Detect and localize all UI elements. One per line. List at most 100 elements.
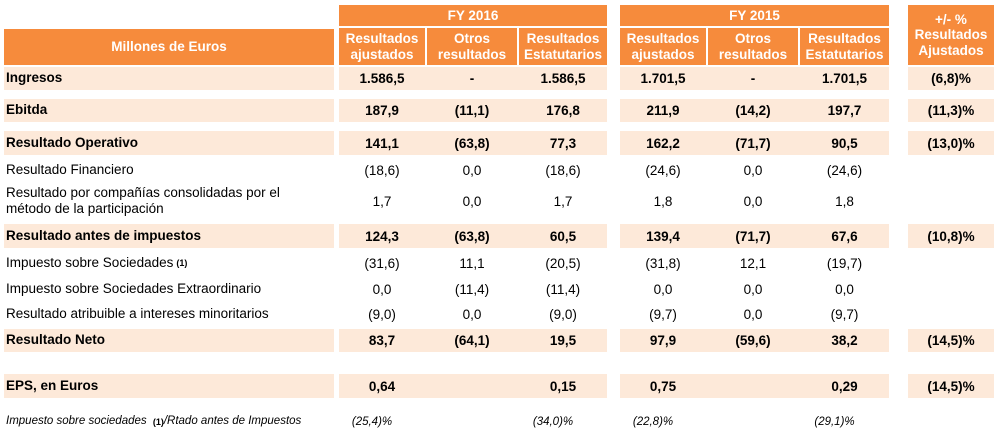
row-label: EPS, en Euros [6,377,99,393]
row-value: (9,7) [830,306,859,322]
row-value: (9,7) [649,306,677,322]
footnote-value: (34,0)% [532,416,574,428]
row-band [4,224,334,248]
row-band [620,329,889,352]
row-value: 0,0 [743,306,763,322]
row-band [4,329,334,352]
row-band [339,131,607,155]
row-value: 124,3 [365,228,399,244]
footnote-label: Impuesto sobre sociedades (1)/Rtado ante… [6,415,302,428]
row-value: (71,7) [735,135,771,151]
row-band [339,374,607,398]
fy2015-col-otros: Otros resultados [708,27,798,65]
row-band [620,374,889,398]
footnote-value: (25,4)% [351,416,393,428]
row-band [339,224,607,248]
footnote-value: (22,8)% [632,416,674,428]
fy2016-col-otros: Otros resultados [427,27,517,65]
row-value: (20,5) [545,255,581,271]
row-value [708,374,798,398]
row-value: - [750,71,756,86]
row-value: (31,8) [645,255,681,271]
row-value: 187,9 [365,103,399,118]
row-value: (18,6) [364,162,400,178]
row-value: 0,0 [835,281,854,297]
row-value: 97,9 [649,333,677,348]
row-value: (9,0) [549,306,577,322]
row-band [908,99,994,122]
row-band [908,67,994,90]
row-band [620,67,889,90]
row-label: Impuesto sobre Sociedades (1) [6,254,188,270]
row-value: 77,3 [549,135,577,151]
row-value: (11,1) [454,103,490,118]
row-value: (64,1) [454,333,490,348]
row-value: 0,0 [653,281,673,297]
row-value: 83,7 [368,333,396,348]
row-value: 90,5 [831,135,858,151]
fy2016-header: FY 2016 [339,5,607,26]
row-band [4,99,334,122]
row-var: (11,3)% [927,103,975,118]
row-value: 139,4 [646,228,680,244]
row-value: 0,0 [462,193,482,209]
row-value: (14,2) [735,103,771,118]
row-value: (63,8) [454,135,490,151]
footnote-marker: (1) [176,257,188,268]
row-value: 0,75 [649,378,677,394]
row-band [908,374,994,398]
row-value: (71,7) [735,228,771,244]
row-value: 1.701,5 [821,71,868,86]
row-label: Ebitda [6,102,48,118]
row-band [339,99,607,122]
row-value: (24,6) [826,162,863,178]
row-value: (59,6) [735,333,771,348]
row-value: 1,7 [372,193,392,209]
row-value: 211,9 [646,103,680,118]
row-value: 0,0 [743,162,763,178]
row-label: Ingresos [6,70,63,86]
row-label: Impuesto sobre Sociedades Extraordinario [6,280,262,296]
row-label: Resultado Financiero [6,161,134,177]
row-value: (31,6) [364,255,400,271]
row-value: - [469,71,475,86]
row-band [4,374,334,398]
fy2015-header: FY 2015 [620,5,889,26]
row-band [908,131,994,155]
row-band [908,329,994,352]
row-value: 141,1 [365,135,399,151]
row-value: (18,6) [545,162,581,178]
row-value: (11,4) [454,281,490,297]
row-value: 0,0 [743,193,763,209]
var-header-line2: Resultados [914,27,988,43]
row-value: 11,1 [459,255,485,271]
row-value: 1,8 [835,193,854,209]
row-value: 1.586,5 [540,71,586,86]
row-value: 0,0 [462,162,482,178]
row-var: (10,8)% [927,228,975,244]
footnote-value: (29,1)% [814,416,855,428]
fy2015-col-ajustados: Resultados ajustados [620,27,706,65]
row-var: (6,8)% [931,71,971,86]
row-label-line: método de la participación [6,201,164,216]
row-value: 19,5 [549,333,577,348]
millones-header: Millones de Euros [4,29,334,65]
row-value: 12,1 [739,255,767,271]
row-value: 60,5 [549,228,577,244]
row-value: 0,0 [462,306,482,322]
row-value: (9,0) [368,306,396,322]
var-header-line3: Ajustados [918,42,984,58]
row-value: 1.701,5 [640,71,686,86]
row-band [620,131,889,155]
row-value: (11,4) [545,281,581,297]
row-value: 176,8 [546,103,580,118]
row-label: Resultado atribuible a intereses minorit… [6,305,269,321]
row-value: 67,6 [831,228,858,244]
row-value: (19,7) [826,255,863,271]
row-label: Resultado Neto [6,332,106,348]
row-band [339,329,607,352]
row-band [908,224,994,248]
fy2016-col-estatutarios: Resultados Estatutarios [519,27,607,65]
row-band [339,67,607,90]
var-header: +/- % Resultados Ajustados [908,5,994,65]
